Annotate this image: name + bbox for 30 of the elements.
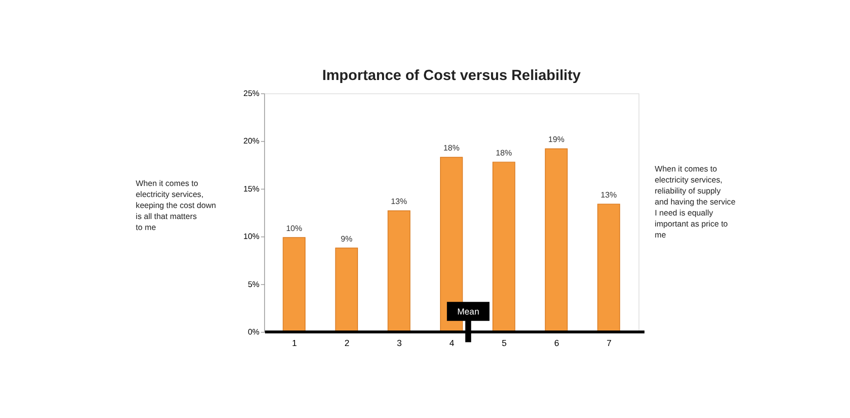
y-tick-label: 15% xyxy=(243,184,260,194)
x-tick-label: 6 xyxy=(554,338,560,348)
y-tick-label: 0% xyxy=(248,327,260,336)
y-tick-label: 5% xyxy=(248,280,260,289)
data-label: 13% xyxy=(600,190,617,200)
bar xyxy=(597,204,620,332)
data-label: 19% xyxy=(548,135,564,144)
x-tick-label: 1 xyxy=(292,338,298,348)
x-tick-label: 7 xyxy=(606,338,612,348)
bar xyxy=(335,248,358,332)
data-label: 18% xyxy=(496,148,512,158)
text: When it comes to electricity services, keeping the cost down is all that matters to me xyxy=(136,178,216,232)
chart-title: Importance of Cost versus Reliability xyxy=(322,68,582,84)
y-tick-label: 25% xyxy=(243,88,260,98)
y-tick-label: 20% xyxy=(243,136,260,146)
data-label: 9% xyxy=(340,234,352,244)
bar xyxy=(544,148,568,332)
x-tick-label: 3 xyxy=(396,338,402,348)
y-tick-label: 10% xyxy=(243,232,260,242)
x-tick-label: 2 xyxy=(344,338,350,348)
x-tick-label: 5 xyxy=(502,338,507,348)
x-tick-label: 4 xyxy=(449,338,454,348)
bar xyxy=(492,162,516,332)
data-label: 13% xyxy=(390,197,408,206)
ref-line-label: Mean xyxy=(457,306,480,316)
bar xyxy=(388,210,410,332)
bar xyxy=(282,237,306,332)
data-label: 10% xyxy=(286,224,302,233)
data-label: 18% xyxy=(443,144,460,153)
text: When it comes to electricity services, reliability of supply and having the service I need is equally important as price to me xyxy=(654,164,736,240)
